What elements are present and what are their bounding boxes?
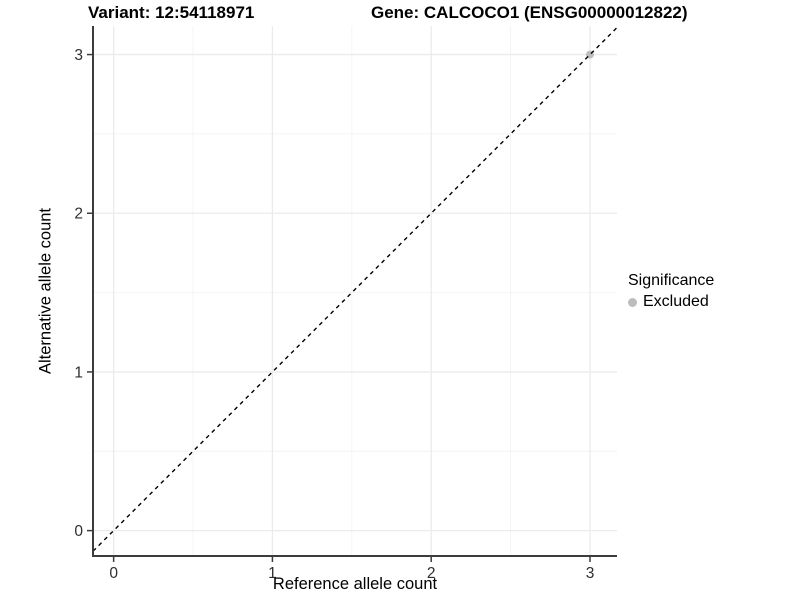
y-tick-label: 0 (74, 523, 83, 540)
legend: Significance Excluded (628, 272, 714, 311)
variant-title: Variant: 12:54118971 (88, 3, 255, 22)
x-tick-label: 3 (586, 565, 595, 582)
x-tick-label: 1 (268, 565, 277, 582)
identity-line (92, 27, 618, 552)
legend-title: Significance (628, 272, 715, 289)
x-axis-title: Reference allele count (272, 575, 438, 593)
y-tick-label: 3 (74, 47, 83, 64)
y-axis-title: Alternative allele count (36, 207, 55, 375)
y-tick-label: 2 (74, 206, 83, 223)
x-tick-label: 0 (109, 565, 118, 582)
gene-title: Gene: CALCOCO1 (ENSG00000012822) (371, 3, 688, 22)
legend-item-excluded: Excluded (628, 293, 714, 311)
y-tick-label: 1 (74, 364, 83, 381)
legend-point-swatch (628, 297, 637, 307)
x-tick-label: 2 (427, 565, 436, 582)
legend-item-label: Excluded (643, 293, 709, 310)
